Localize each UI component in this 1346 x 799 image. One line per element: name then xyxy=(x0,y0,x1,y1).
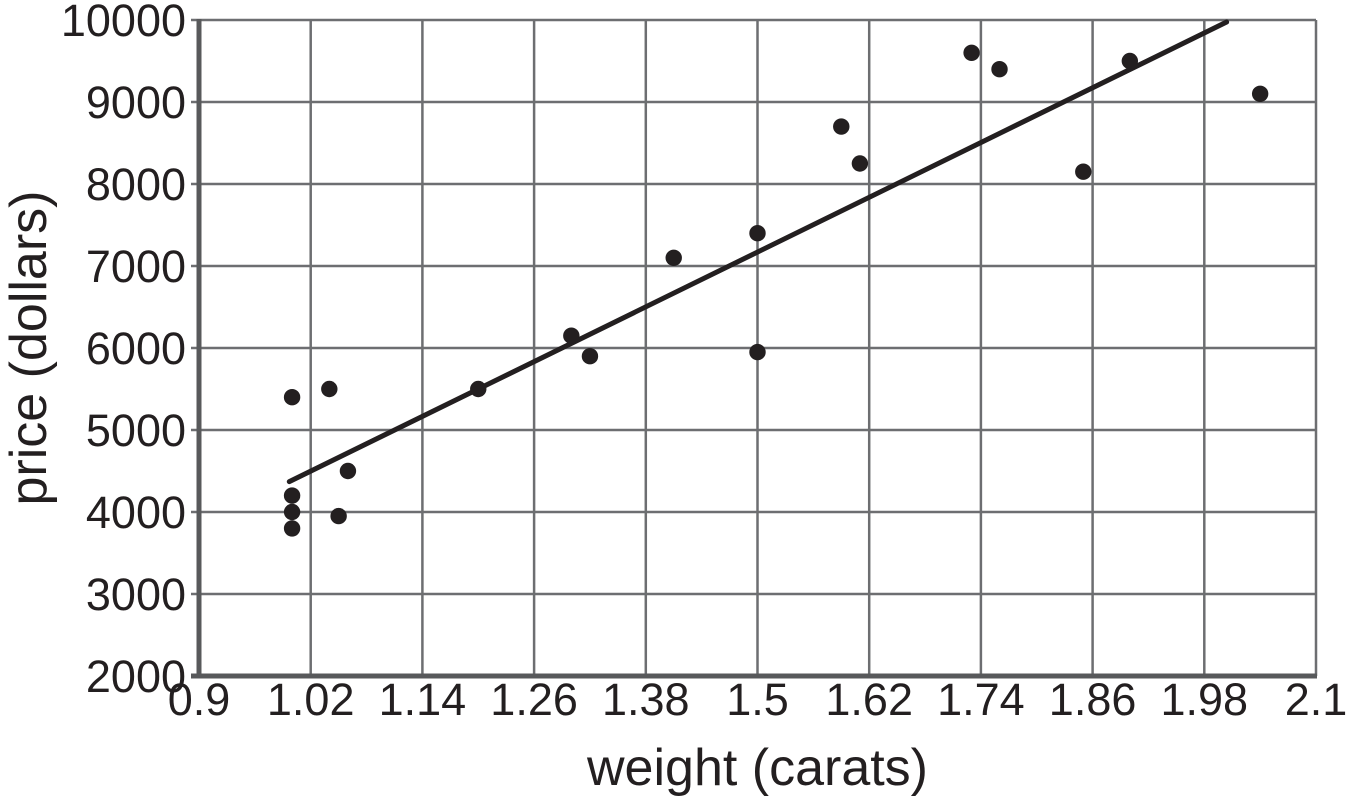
y-tick-labels: 2000 3000 4000 5000 6000 7000 8000 9000 10000 xyxy=(61,0,186,702)
x-tick-label: 1.62 xyxy=(825,674,913,725)
data-point xyxy=(749,225,766,242)
data-points xyxy=(283,44,1269,537)
data-point xyxy=(321,380,338,398)
y-tick-label: 6000 xyxy=(86,323,186,374)
x-tick-label: 1.5 xyxy=(726,674,789,725)
data-point xyxy=(665,249,682,266)
y-tick-label: 8000 xyxy=(86,159,186,210)
y-tick-label: 9000 xyxy=(86,77,186,128)
data-point xyxy=(833,118,850,135)
y-tick-label: 4000 xyxy=(86,487,186,538)
x-tick-label: 1.14 xyxy=(379,674,467,725)
y-tick-label: 10000 xyxy=(61,0,186,46)
x-tick-label: 1.26 xyxy=(490,674,578,725)
data-point xyxy=(1121,52,1139,70)
x-tick-label: 1.02 xyxy=(267,674,355,725)
x-tick-labels: 0.9 1.02 1.14 1.26 1.38 1.5 1.62 1.74 1.86 1.98 2.… xyxy=(168,674,1346,725)
data-point xyxy=(330,507,347,525)
axes xyxy=(191,19,1317,679)
x-tick-label: 2.1 xyxy=(1285,674,1346,725)
data-point xyxy=(1251,85,1269,103)
data-point xyxy=(563,327,580,344)
y-tick-label: 7000 xyxy=(86,241,186,292)
data-point xyxy=(851,155,869,172)
data-point xyxy=(283,389,301,406)
data-point xyxy=(991,60,1008,78)
y-tick-label: 3000 xyxy=(86,569,186,620)
trend-line xyxy=(286,19,1230,485)
x-tick-label: 1.98 xyxy=(1161,674,1249,725)
data-point xyxy=(749,343,766,361)
data-point xyxy=(1075,163,1092,180)
y-tick-label: 5000 xyxy=(86,405,186,456)
data-point xyxy=(963,44,980,61)
x-axis-title: weight (carats) xyxy=(586,739,928,797)
x-tick-label: 0.9 xyxy=(168,674,231,725)
y-axis-title: price (dollars) xyxy=(0,191,58,506)
data-point xyxy=(581,348,599,365)
data-point xyxy=(470,380,487,398)
data-point xyxy=(339,462,357,480)
x-tick-label: 1.38 xyxy=(602,674,690,725)
data-point xyxy=(283,503,301,521)
data-point xyxy=(283,520,301,537)
x-tick-label: 1.86 xyxy=(1049,674,1137,725)
x-tick-label: 1.74 xyxy=(937,674,1025,725)
data-point xyxy=(283,487,301,504)
y-tick-label: 2000 xyxy=(86,651,186,702)
